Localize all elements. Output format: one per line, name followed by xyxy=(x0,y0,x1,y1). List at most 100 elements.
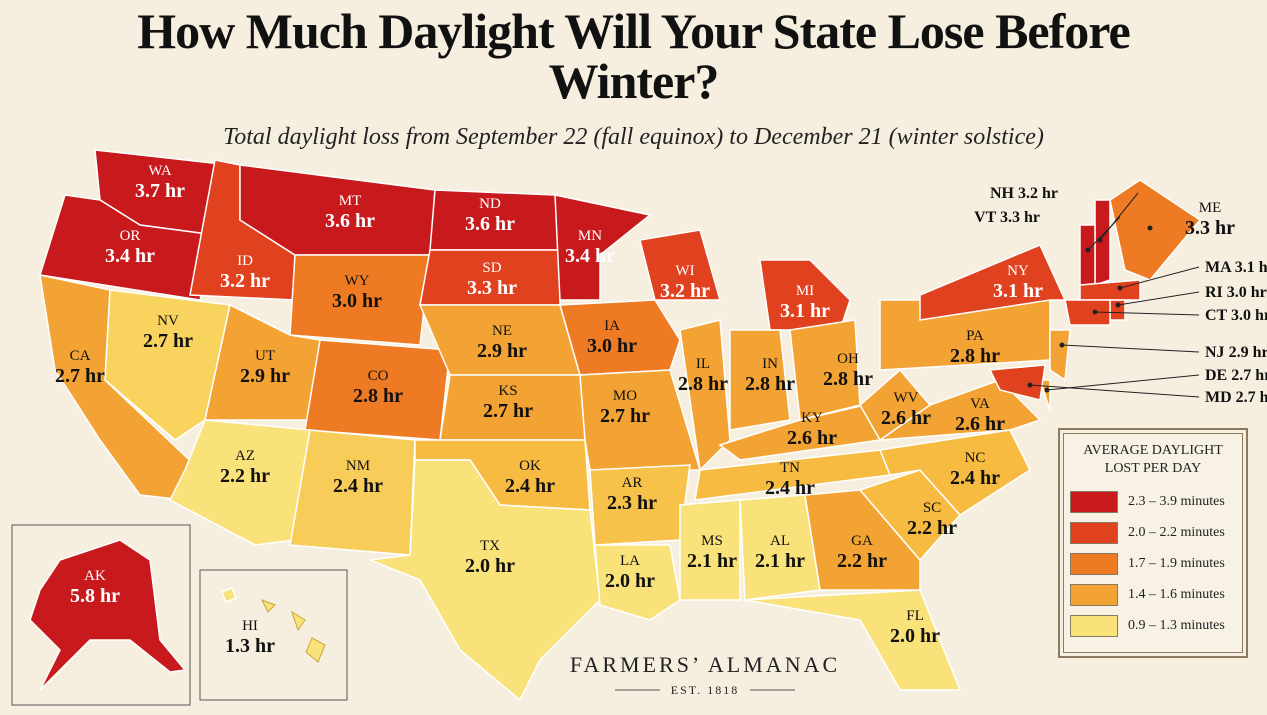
state-abbr: CT xyxy=(1205,307,1228,324)
state-value: 2.3 hr xyxy=(607,492,657,514)
state-value: 2.1 hr xyxy=(755,550,805,572)
state-abbr: ME xyxy=(1199,200,1222,216)
state xyxy=(289,254,431,346)
state-value: 2.8 hr xyxy=(353,385,403,407)
legend-item: 1.4 – 1.6 minutes xyxy=(1070,579,1236,610)
state xyxy=(679,499,741,601)
state-label: CT 3.0 hr xyxy=(1205,307,1267,324)
state xyxy=(305,637,326,663)
legend-swatch xyxy=(1070,614,1118,637)
state xyxy=(859,368,932,442)
state-abbr: FL xyxy=(906,608,924,624)
state xyxy=(679,319,731,472)
state-abbr: VA xyxy=(970,396,990,412)
state-abbr: IA xyxy=(604,318,620,334)
legend-item: 1.7 – 1.9 minutes xyxy=(1070,548,1236,579)
state-value: 3.0 hr xyxy=(1231,307,1267,324)
state xyxy=(1094,199,1111,287)
state xyxy=(804,489,921,591)
state xyxy=(369,459,601,702)
subtitle: Total daylight loss from September 22 (f… xyxy=(223,124,1044,150)
state-label: DE 2.7 hr xyxy=(1205,367,1267,384)
leader-dot xyxy=(1027,382,1033,388)
state-value: 3.4 hr xyxy=(565,245,615,267)
state-abbr: UT xyxy=(255,348,275,364)
state-value: 2.0 hr xyxy=(605,570,655,592)
leader-line xyxy=(1099,192,1139,241)
state xyxy=(1079,279,1141,301)
state xyxy=(988,364,1046,401)
state-abbr: AR xyxy=(622,475,643,491)
state-abbr: IL xyxy=(696,356,710,372)
state xyxy=(729,329,791,431)
state-abbr: MS xyxy=(701,533,723,549)
state-abbr: NY xyxy=(1007,263,1029,279)
state-value: 2.4 hr xyxy=(505,475,555,497)
state xyxy=(221,587,237,603)
state-value: 2.0 hr xyxy=(465,555,515,577)
state-label: NJ 2.9 hr xyxy=(1205,344,1267,361)
state-label: MD 2.7 hr xyxy=(1205,389,1267,406)
state-label: NH 3.2 hr xyxy=(990,185,1058,202)
alaska-inset xyxy=(11,524,191,706)
legend-title: AVERAGE DAYLIGHT LOST PER DAY xyxy=(1083,443,1223,476)
state-abbr: AZ xyxy=(235,448,255,464)
leader-line xyxy=(1119,266,1200,289)
legend-item: 0.9 – 1.3 minutes xyxy=(1070,610,1236,641)
state-label: MA 3.1 hr xyxy=(1205,259,1267,276)
leader-dot xyxy=(1044,387,1050,393)
state-value: 2.4 hr xyxy=(765,477,815,499)
state-value: 2.7 hr xyxy=(1231,367,1267,384)
state xyxy=(744,589,962,691)
state-value: 2.6 hr xyxy=(881,407,931,429)
state-abbr: AK xyxy=(84,568,106,584)
state-value: 2.7 hr xyxy=(483,400,533,422)
state-abbr: NC xyxy=(965,450,986,466)
state-abbr: NV xyxy=(157,313,179,329)
state-value: 2.8 hr xyxy=(950,345,1000,367)
leader-dot xyxy=(1147,225,1153,231)
legend-item: 2.0 – 2.2 minutes xyxy=(1070,517,1236,548)
leader-dot xyxy=(1059,342,1065,348)
state-abbr: CA xyxy=(70,348,91,364)
state-abbr: DE xyxy=(1205,367,1227,384)
state-abbr: AL xyxy=(770,533,790,549)
legend-item: 2.3 – 3.9 minutes xyxy=(1070,486,1236,517)
legend-label: 2.3 – 3.9 minutes xyxy=(1128,493,1225,509)
state-value: 3.1 hr xyxy=(780,300,830,322)
state-abbr: MI xyxy=(796,283,814,299)
leader-line xyxy=(1029,384,1200,398)
legend-swatch xyxy=(1070,552,1118,575)
leader-dot xyxy=(1115,302,1121,308)
state-value: 3.1 hr xyxy=(1235,259,1267,276)
state-label: RI 3.0 hr xyxy=(1205,284,1267,301)
state xyxy=(1109,179,1202,281)
brand: FARMERS’ ALMANAC xyxy=(570,652,840,677)
state-abbr: CO xyxy=(368,368,389,384)
state-value: 3.4 hr xyxy=(105,245,155,267)
state xyxy=(554,194,652,301)
state-value: 2.8 hr xyxy=(678,373,728,395)
state-abbr: IN xyxy=(762,356,778,372)
state-abbr: WV xyxy=(894,390,919,406)
state-value: 2.6 hr xyxy=(955,413,1005,435)
state-abbr: NE xyxy=(492,323,512,339)
state-value: 2.2 hr xyxy=(220,465,270,487)
state xyxy=(594,544,681,621)
state-value: 1.3 hr xyxy=(225,635,275,657)
state xyxy=(559,299,681,376)
state-value: 2.7 hr xyxy=(143,330,193,352)
legend-label: 0.9 – 1.3 minutes xyxy=(1128,617,1225,633)
legend-label: 1.7 – 1.9 minutes xyxy=(1128,555,1225,571)
state xyxy=(1049,329,1071,382)
state-value: 3.2 hr xyxy=(220,270,270,292)
state-value: 2.9 hr xyxy=(240,365,290,387)
state-value: 3.6 hr xyxy=(325,210,375,232)
leader-dot xyxy=(1092,309,1098,315)
leader-line xyxy=(1046,374,1200,391)
state-abbr: MA xyxy=(1205,259,1232,276)
leader-dot xyxy=(1117,285,1123,291)
state-abbr: MO xyxy=(613,388,637,404)
legend-label: 2.0 – 2.2 minutes xyxy=(1128,524,1225,540)
legend: AVERAGE DAYLIGHT LOST PER DAY 2.3 – 3.9 … xyxy=(1058,428,1248,658)
